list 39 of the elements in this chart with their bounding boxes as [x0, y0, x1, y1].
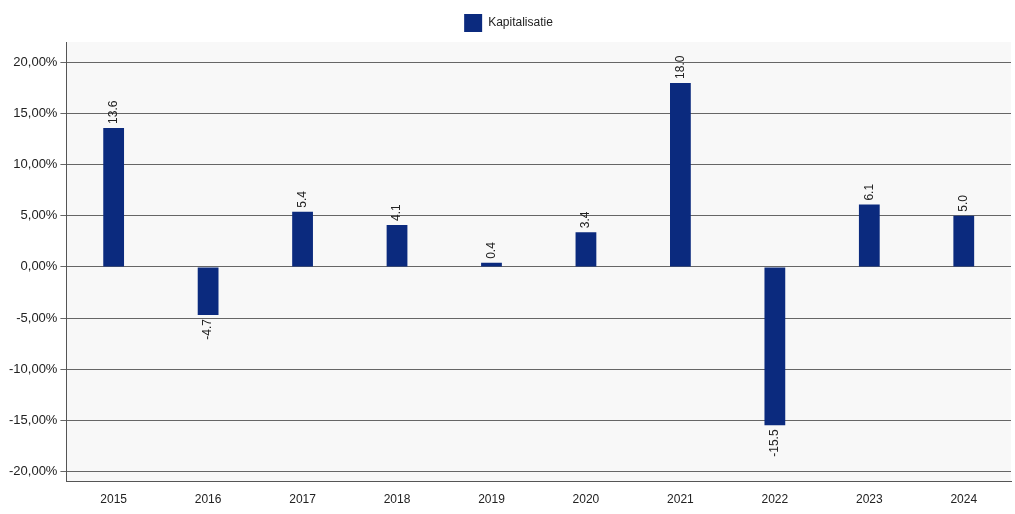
x-tick-label: 2024 [950, 492, 978, 507]
y-tick-label: 0,00% [20, 258, 58, 274]
bar [575, 232, 597, 267]
y-tick-label: 10,00% [13, 156, 58, 172]
y-tick-label: 15,00% [13, 105, 58, 121]
data-label: 5.0 [956, 194, 971, 212]
data-label: 4.1 [389, 203, 404, 221]
bar [386, 225, 408, 267]
data-label: -15.5 [767, 429, 782, 457]
x-tick-label: 2023 [855, 492, 883, 507]
x-tick-label: 2020 [572, 492, 600, 507]
x-tick-label: 2018 [383, 492, 411, 507]
data-label: 13.6 [105, 100, 120, 124]
data-label: 18.0 [672, 55, 687, 79]
x-tick-label: 2015 [100, 492, 128, 507]
y-tick-label: 20,00% [13, 54, 58, 70]
bar [670, 82, 691, 267]
data-label: 0.4 [483, 241, 498, 259]
bar [858, 204, 880, 267]
x-tick-label: 2016 [194, 492, 222, 507]
bar [764, 267, 786, 426]
x-tick-label: 2017 [289, 492, 317, 507]
data-label: 6.1 [861, 183, 876, 201]
data-label: 5.4 [294, 190, 309, 208]
x-tick-label: 2021 [667, 492, 695, 507]
bar [197, 267, 219, 315]
y-tick-label: -10,00% [9, 360, 58, 376]
y-tick-label: 5,00% [20, 207, 58, 223]
y-tick-label: -15,00% [9, 411, 58, 427]
y-tick-label: -5,00% [16, 309, 58, 325]
y-tick-label: -20,00% [9, 462, 58, 478]
bar [953, 215, 975, 267]
data-label: -4.7 [200, 318, 215, 340]
data-label: 3.4 [578, 211, 593, 229]
legend-label: Kapitalisatie [488, 15, 554, 30]
x-tick-label: 2019 [478, 492, 506, 507]
bar [292, 211, 313, 267]
bar [103, 127, 125, 267]
x-tick-label: 2022 [761, 492, 789, 507]
